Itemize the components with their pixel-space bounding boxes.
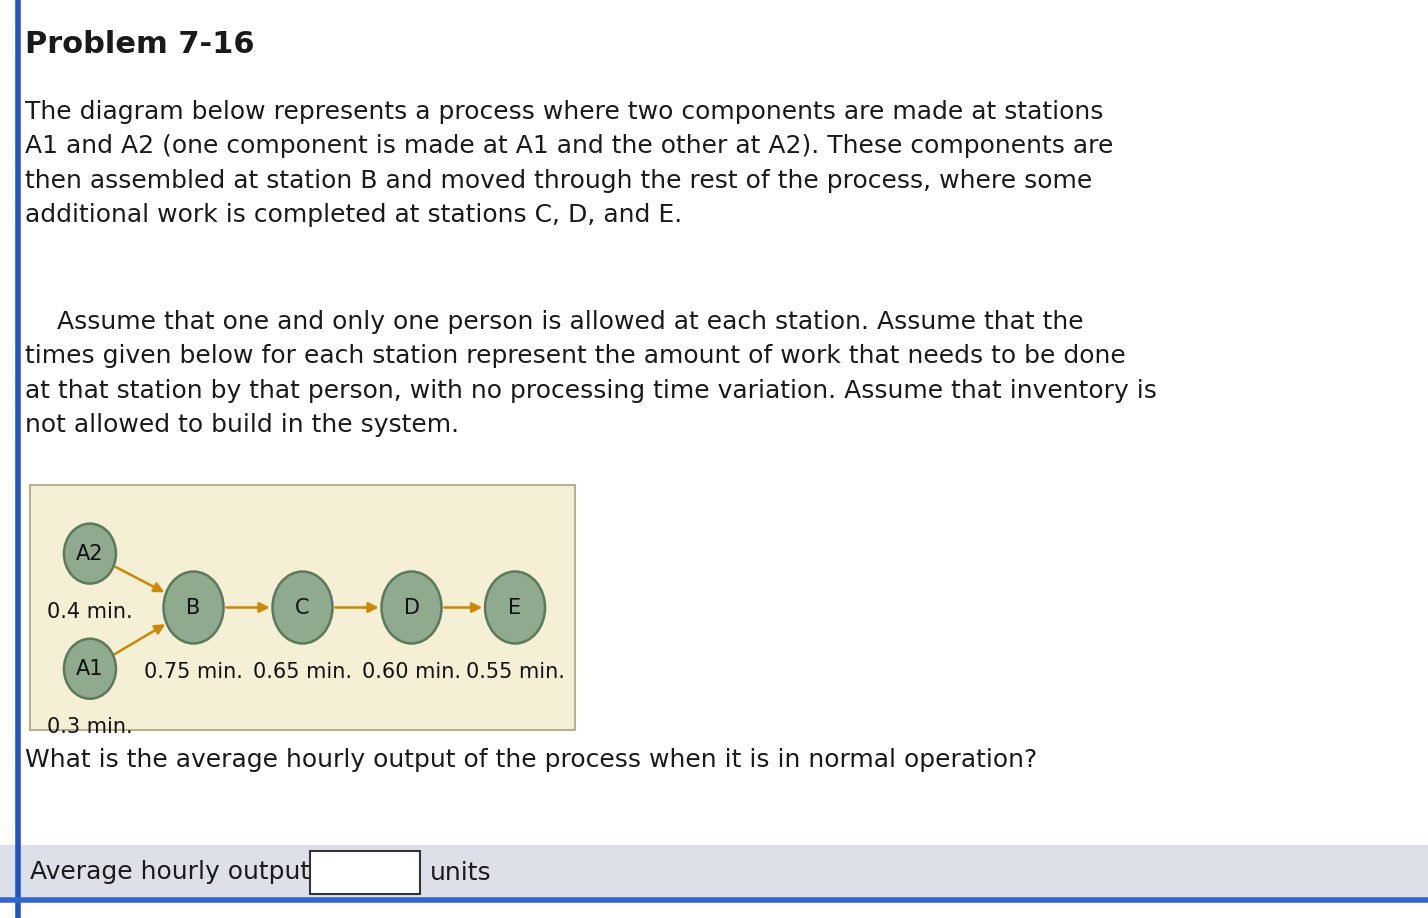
Ellipse shape [64, 639, 116, 699]
Text: E: E [508, 598, 521, 618]
Ellipse shape [486, 572, 545, 644]
Ellipse shape [381, 572, 441, 644]
Text: 0.55 min.: 0.55 min. [466, 662, 564, 681]
Text: 0.60 min.: 0.60 min. [363, 662, 461, 681]
Text: B: B [187, 598, 200, 618]
Text: Problem 7-16: Problem 7-16 [26, 30, 254, 59]
FancyBboxPatch shape [0, 845, 1428, 900]
Text: D: D [404, 598, 420, 618]
Text: What is the average hourly output of the process when it is in normal operation?: What is the average hourly output of the… [26, 748, 1037, 772]
Text: A2: A2 [76, 543, 104, 564]
Text: C: C [296, 598, 310, 618]
Text: Average hourly output: Average hourly output [30, 860, 310, 885]
Ellipse shape [273, 572, 333, 644]
Text: A1: A1 [76, 659, 104, 678]
Text: 0.3 min.: 0.3 min. [47, 717, 133, 737]
Text: The diagram below represents a process where two components are made at stations: The diagram below represents a process w… [26, 100, 1114, 228]
Ellipse shape [163, 572, 224, 644]
Ellipse shape [64, 523, 116, 584]
FancyBboxPatch shape [30, 485, 575, 730]
Text: units: units [430, 860, 491, 885]
Text: 0.4 min.: 0.4 min. [47, 601, 133, 621]
Text: 0.65 min.: 0.65 min. [253, 662, 351, 681]
FancyBboxPatch shape [310, 851, 420, 894]
Text: Assume that one and only one person is allowed at each station. Assume that the
: Assume that one and only one person is a… [26, 310, 1157, 437]
Text: 0.75 min.: 0.75 min. [144, 662, 243, 681]
